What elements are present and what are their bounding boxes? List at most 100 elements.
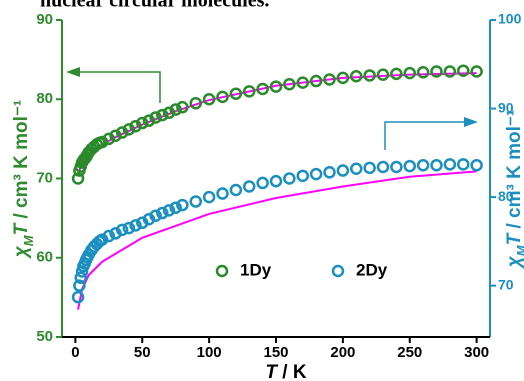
data-point xyxy=(156,206,169,220)
y-tick-label: 60 xyxy=(36,249,53,266)
y2-tick-label: 70 xyxy=(498,276,514,292)
data-point xyxy=(309,74,323,88)
data-point xyxy=(71,290,85,304)
x-tick-label: 0 xyxy=(71,344,79,361)
data-point xyxy=(189,195,202,208)
data-point xyxy=(149,209,162,222)
x-tick-label: 50 xyxy=(134,344,151,361)
data-point xyxy=(430,158,443,172)
data-point xyxy=(216,90,229,104)
x-axis-label: T / K xyxy=(265,362,306,381)
data-point xyxy=(430,65,443,78)
data-point xyxy=(95,135,109,149)
data-point xyxy=(129,219,142,232)
data-point xyxy=(283,172,296,185)
data-point xyxy=(443,158,457,171)
y2-axis-label-part: χ xyxy=(504,255,524,269)
fit-line xyxy=(77,170,477,310)
y2-axis-label: χMT / cm³ K mol⁻¹ xyxy=(504,110,524,269)
legend-label: 2Dy xyxy=(356,260,388,279)
y2-axis-label-part: M xyxy=(514,244,524,256)
y-tick-label: 50 xyxy=(36,328,53,345)
x-tick-label: 300 xyxy=(464,344,489,361)
x-tick-label: 250 xyxy=(397,344,422,361)
data-point xyxy=(142,114,156,127)
data-point xyxy=(115,126,129,139)
data-point xyxy=(350,70,363,83)
data-point xyxy=(71,172,85,185)
x-tick-label: 150 xyxy=(263,344,288,361)
data-point xyxy=(169,103,182,116)
data-point xyxy=(403,159,416,173)
data-point xyxy=(416,66,430,79)
data-point xyxy=(323,166,336,179)
data-point xyxy=(229,87,243,100)
data-point xyxy=(416,158,430,172)
data-point xyxy=(283,77,296,91)
data-point xyxy=(74,271,87,284)
data-point xyxy=(256,82,269,96)
y-axis-label-part: M xyxy=(21,234,36,246)
y-axis-label: χMT / cm³ K mol⁻¹ xyxy=(11,100,36,259)
caption-fragment: nuclear circular molecules. xyxy=(40,0,269,12)
data-point xyxy=(162,204,176,217)
x-tick-label: 100 xyxy=(197,344,222,361)
data-point xyxy=(390,160,403,174)
data-point xyxy=(162,106,176,119)
data-point xyxy=(169,201,182,214)
data-point xyxy=(390,67,403,81)
y2-axis-label-part: / cm³ K mol⁻¹ xyxy=(504,110,524,234)
data-point xyxy=(216,187,229,200)
data-point xyxy=(109,129,122,142)
data-point xyxy=(457,64,470,77)
x-tick-label: 200 xyxy=(330,344,355,361)
data-point xyxy=(176,100,189,114)
data-point xyxy=(336,164,350,177)
data-point xyxy=(363,69,376,82)
data-point xyxy=(403,66,416,80)
data-point xyxy=(156,108,169,122)
data-point xyxy=(470,65,483,78)
data-point xyxy=(443,65,457,78)
data-point xyxy=(256,176,269,190)
data-point xyxy=(363,161,376,175)
data-point xyxy=(122,123,136,136)
data-point xyxy=(189,96,202,110)
y2-axis-label-part: T xyxy=(504,232,524,245)
y2-tick-label: 100 xyxy=(498,11,522,27)
data-point xyxy=(73,279,86,292)
x-axis-label-part: / K xyxy=(277,362,307,381)
data-point xyxy=(136,116,149,130)
data-point xyxy=(350,162,363,176)
y-axis-label-part: χ xyxy=(11,245,32,259)
data-point xyxy=(296,169,309,183)
y-tick-label: 80 xyxy=(36,90,53,107)
y2-tick-label: 90 xyxy=(498,99,514,115)
legend-label: 1Dy xyxy=(240,260,272,279)
axis-arrow-left xyxy=(66,67,161,103)
data-point xyxy=(202,190,216,204)
y-axis-label-part: T xyxy=(11,222,32,235)
y-tick-label: 70 xyxy=(36,169,53,186)
data-point xyxy=(102,132,116,146)
axis-arrow-right xyxy=(384,117,478,150)
data-point xyxy=(296,76,309,89)
data-point xyxy=(149,111,162,124)
data-point xyxy=(129,119,142,133)
data-point xyxy=(229,183,243,197)
data-point xyxy=(202,93,216,106)
legend-marker xyxy=(215,264,229,278)
data-point xyxy=(457,158,470,171)
y-tick-label: 90 xyxy=(36,11,53,28)
data-point xyxy=(470,158,483,172)
data-point xyxy=(269,174,283,188)
x-axis-label-part: T xyxy=(265,362,278,381)
data-point xyxy=(336,71,350,85)
data-point xyxy=(243,85,256,98)
data-point xyxy=(376,160,390,174)
data-point xyxy=(309,167,323,181)
y2-tick-label: 80 xyxy=(498,188,514,204)
data-point xyxy=(122,221,136,235)
legend-marker xyxy=(331,264,345,278)
